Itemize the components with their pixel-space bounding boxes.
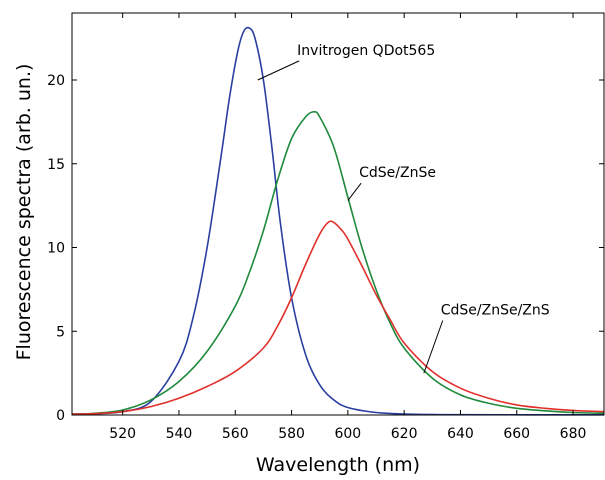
y-tick-label: 20: [47, 73, 65, 89]
series-line-1: [71, 26, 605, 416]
plot-frame: [71, 12, 605, 416]
annotation-leader-line: [423, 320, 444, 374]
y-tick-label: 0: [56, 408, 65, 424]
x-tick-label: 560: [222, 426, 249, 442]
x-tick-label: 520: [109, 426, 136, 442]
x-tick-label: 660: [503, 426, 530, 442]
y-tick-label: 10: [47, 241, 65, 257]
x-tick-label: 580: [278, 426, 305, 442]
series-label-1: Invitrogen QDot565: [297, 43, 435, 59]
series-label-2: CdSe/ZnSe: [359, 165, 436, 181]
x-tick-label: 620: [391, 426, 418, 442]
x-axis-title: Wavelength (nm): [256, 454, 420, 476]
annotation-leader-line: [257, 60, 300, 81]
y-axis-title: Fluorescence spectra (arb. un.): [13, 64, 35, 361]
x-tick-label: 600: [334, 426, 361, 442]
annotation-layer: Invitrogen QDot565 CdSe/ZnSe CdSe/ZnSe/ZnS: [257, 43, 550, 374]
annotation-leader-line: [347, 182, 362, 201]
axes-layer: 520 540 560 580 600 620 640 660 680 0 5 10 15 20: [47, 12, 605, 442]
y-tick-label: 15: [47, 157, 65, 173]
series-layer: [71, 26, 605, 416]
series-line-3: [71, 220, 605, 415]
series-label-3: CdSe/ZnSe/ZnS: [441, 303, 550, 319]
series-line-2: [71, 110, 605, 415]
x-tick-label: 540: [166, 426, 193, 442]
y-tick-label: 5: [56, 324, 65, 340]
x-tick-label: 640: [447, 426, 474, 442]
x-tick-label: 680: [560, 426, 587, 442]
